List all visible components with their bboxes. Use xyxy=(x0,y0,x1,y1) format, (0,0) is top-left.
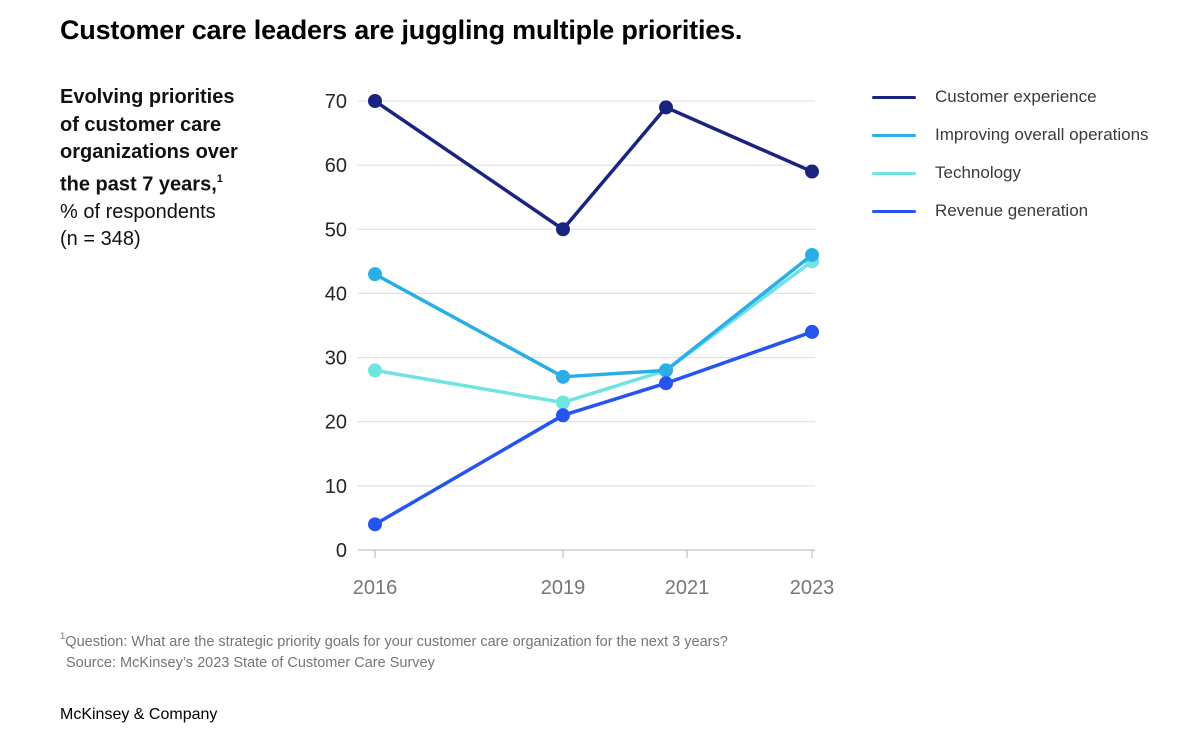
legend-line-swatch xyxy=(872,171,916,175)
series-line-improving-overall-operations xyxy=(373,253,814,379)
line-chart: 0 10 20 30 40 50 60 70 2016 2019 2021 2023 xyxy=(325,91,835,599)
footnote: 1Question: What are the strategic priori… xyxy=(60,627,728,674)
footnote-question: 1Question: What are the strategic priori… xyxy=(60,627,728,653)
data-point-customer-experience xyxy=(556,222,570,237)
data-point-improving-overall-operations xyxy=(368,267,382,282)
subtitle-line: of customer care xyxy=(60,113,222,136)
y-axis-tick-label: 40 xyxy=(325,283,347,305)
series-line-revenue-generation xyxy=(373,330,814,527)
data-point-technology xyxy=(556,395,570,410)
data-point-revenue-generation xyxy=(805,324,819,339)
legend-label: Improving overall operations xyxy=(935,125,1149,144)
legend-item: Revenue generation xyxy=(872,192,1149,230)
legend-line-swatch xyxy=(872,95,916,99)
y-axis-tick-label: 10 xyxy=(325,476,347,498)
subtitle-line-text: the past 7 years, xyxy=(60,173,217,196)
chart-subtitle: Evolving priorities of customer care org… xyxy=(60,84,290,254)
data-point-improving-overall-operations xyxy=(556,369,570,384)
legend-item: Customer experience xyxy=(872,78,1149,116)
x-axis-tick-label: 2019 xyxy=(541,577,586,599)
legend-item: Technology xyxy=(872,154,1149,192)
data-point-revenue-generation xyxy=(556,408,570,423)
legend-label: Revenue generation xyxy=(935,201,1089,220)
subtitle-sample-size: (n = 348) xyxy=(60,228,141,251)
y-axis-tick-label: 50 xyxy=(325,219,347,241)
data-point-improving-overall-operations xyxy=(659,363,673,378)
data-point-revenue-generation xyxy=(368,517,382,532)
y-axis-tick-label: 70 xyxy=(325,91,347,113)
brand-logotype: McKinsey & Company xyxy=(60,706,218,723)
y-axis-tick-label: 60 xyxy=(325,155,347,177)
y-axis-tick-label: 30 xyxy=(325,348,347,370)
data-point-improving-overall-operations xyxy=(805,247,819,262)
x-axis-tick-label: 2016 xyxy=(353,577,398,599)
data-point-customer-experience xyxy=(368,94,382,108)
legend-line-swatch xyxy=(872,209,916,213)
y-axis-tick-label: 20 xyxy=(325,412,347,434)
footnote-marker: 1 xyxy=(60,631,66,642)
subtitle-units: % of respondents xyxy=(60,200,216,223)
legend-item: Improving overall operations xyxy=(872,116,1149,154)
legend-line-swatch xyxy=(872,133,916,137)
footnote-question-text: Question: What are the strategic priorit… xyxy=(65,633,728,650)
data-point-customer-experience xyxy=(659,100,673,115)
data-point-revenue-generation xyxy=(659,376,673,391)
subtitle-line: the past 7 years,1 xyxy=(60,167,290,199)
legend-label: Customer experience xyxy=(935,87,1097,106)
footnote-marker: 1 xyxy=(216,172,223,185)
subtitle-line: Evolving priorities xyxy=(60,86,235,108)
subtitle-line: organizations over xyxy=(60,141,238,163)
legend: Customer experience Improving overall ope… xyxy=(872,78,1149,230)
series-line-technology xyxy=(373,259,814,405)
legend-label: Technology xyxy=(935,163,1022,182)
x-axis-tick-label: 2021 xyxy=(665,577,710,599)
y-axis-tick-label: 0 xyxy=(336,540,347,562)
series-line-customer-experience xyxy=(373,99,814,232)
data-point-technology xyxy=(368,363,382,378)
footnote-source: Source: McKinsey’s 2023 State of Custome… xyxy=(66,654,435,671)
data-point-customer-experience xyxy=(805,164,819,179)
x-axis-tick-label: 2023 xyxy=(790,577,835,599)
page-title: Customer care leaders are juggling multi… xyxy=(60,15,743,45)
